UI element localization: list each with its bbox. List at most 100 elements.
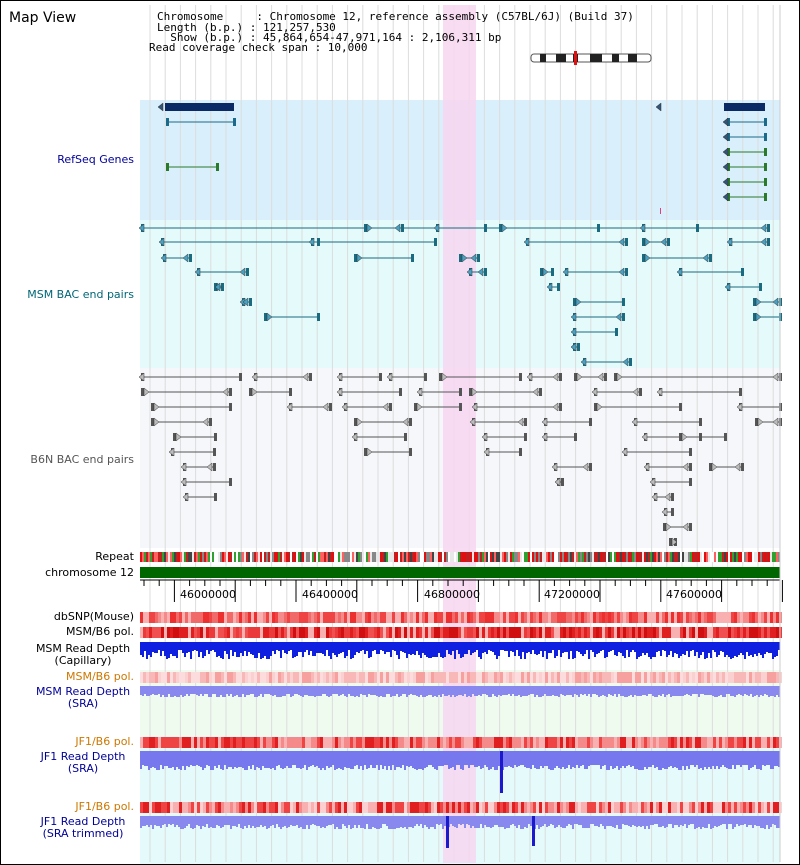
dbsnp-strip-cell bbox=[164, 612, 167, 623]
track-label-jf1-b6-pol-2[interactable]: JF1/B6 pol. bbox=[75, 800, 134, 813]
msm-capillary-depth-bar bbox=[420, 642, 422, 658]
repeat-segment bbox=[176, 552, 178, 562]
msm-sra-depth-bar bbox=[316, 686, 318, 696]
dbsnp-strip-cell bbox=[644, 612, 647, 623]
dbsnp-strip-cell bbox=[743, 612, 746, 623]
jf1-sra-depth-bar bbox=[582, 751, 584, 765]
msm-capillary-depth-bar bbox=[604, 642, 606, 658]
msm-sra-depth-bar bbox=[148, 686, 150, 696]
jf1-pol-strip-cell bbox=[518, 737, 521, 748]
msm-capillary-depth-bar bbox=[302, 642, 304, 657]
jf1-sra-depth-bar bbox=[632, 751, 634, 766]
jf1-trimmed-depth-bar bbox=[498, 816, 500, 827]
msm-sra-depth-bar bbox=[186, 686, 188, 694]
track-label-dbsnp[interactable]: dbSNP(Mouse) bbox=[53, 610, 134, 623]
msm-bac-end bbox=[639, 223, 646, 233]
jf1-trimmed-depth-bar bbox=[192, 816, 194, 829]
msm-pol-strip-cell bbox=[221, 627, 224, 638]
msm-capillary-depth-bar bbox=[778, 642, 780, 650]
refseq-transcript-end bbox=[727, 163, 730, 171]
b6n-bac-pair-end bbox=[669, 538, 672, 546]
msm-bac-end bbox=[214, 282, 221, 292]
msm-sra-depth-bar bbox=[540, 686, 542, 697]
dbsnp-strip-cell bbox=[641, 612, 644, 623]
repeat-segment bbox=[236, 552, 238, 562]
repeat-segment bbox=[456, 552, 458, 562]
track-label-b6n-bac[interactable]: B6N BAC end pairs bbox=[30, 453, 134, 466]
repeat-segment bbox=[264, 552, 266, 562]
msm-capillary-depth-bar bbox=[764, 642, 766, 654]
repeat-segment bbox=[744, 552, 746, 562]
jf1-trimmed-depth-bar bbox=[352, 816, 354, 828]
track-label-msm-depth-capillary[interactable]: MSM Read Depth (Capillary) bbox=[35, 642, 131, 667]
jf1-trimmed-depth-bar bbox=[746, 816, 748, 827]
jf1-trimmed-depth-bar bbox=[578, 816, 580, 825]
track-label-refseq[interactable]: RefSeq Genes bbox=[57, 153, 134, 166]
dbsnp-strip-cell bbox=[194, 612, 197, 623]
repeat-segment bbox=[680, 552, 682, 562]
jf1-pol-strip-cell bbox=[356, 737, 359, 748]
b6n-bac-pair-end bbox=[249, 388, 252, 396]
msm-bac-end bbox=[726, 237, 733, 247]
repeat-segment bbox=[486, 552, 488, 562]
track-label-msm-b6-pol-1[interactable]: MSM/B6 pol. bbox=[66, 625, 134, 638]
msm-pol2-strip-cell bbox=[410, 672, 413, 683]
msm-sra-depth-bar bbox=[438, 686, 440, 695]
msm-capillary-depth-bar bbox=[464, 642, 466, 654]
jf1-sra-depth-bar bbox=[760, 751, 762, 770]
jf1-sra-depth-bar bbox=[494, 751, 496, 770]
repeat-segment bbox=[766, 552, 768, 562]
jf1-trimmed-depth-bar bbox=[546, 816, 548, 827]
repeat-segment bbox=[254, 552, 256, 562]
msm-capillary-depth-bar bbox=[370, 642, 372, 657]
msm-pol-strip-cell bbox=[416, 627, 419, 638]
jf1-trimmed-depth-bar bbox=[346, 816, 348, 828]
msm-sra-depth-bar bbox=[530, 686, 532, 694]
dbsnp-strip-cell bbox=[632, 612, 635, 623]
jf1-sra-depth-bar bbox=[646, 751, 648, 769]
dbsnp-strip-cell bbox=[476, 612, 479, 623]
repeat-segment bbox=[764, 552, 766, 562]
jf1-sra-depth-bar bbox=[584, 751, 586, 769]
msm-pol2-strip-cell bbox=[677, 672, 680, 683]
track-label-msm-depth-sra[interactable]: MSM Read Depth (SRA) bbox=[35, 685, 131, 710]
dbsnp-strip-cell bbox=[701, 612, 704, 623]
jf1-pol-strip-cell bbox=[326, 737, 329, 748]
jf1-trimmed-depth-bar bbox=[278, 816, 280, 827]
repeat-segment bbox=[256, 552, 258, 562]
msm-capillary-depth-bar bbox=[494, 642, 496, 655]
jf1-sra-depth-bar bbox=[714, 751, 716, 769]
jf1-trimmed-depth-bar bbox=[734, 816, 736, 827]
track-label-msm-bac[interactable]: MSM BAC end pairs bbox=[27, 288, 134, 301]
msm-capillary-depth-bar bbox=[352, 642, 354, 658]
msm-pol-strip-cell bbox=[266, 627, 269, 638]
track-label-jf1-depth-sra[interactable]: JF1 Read Depth (SRA) bbox=[40, 750, 126, 775]
msm-pol2-strip-cell bbox=[596, 672, 599, 683]
msm-sra-depth-bar bbox=[406, 686, 408, 697]
msm-pol-strip-cell bbox=[356, 627, 359, 638]
jf1-pol-strip-cell bbox=[251, 737, 254, 748]
msm-pol-strip-cell bbox=[290, 627, 293, 638]
track-label-jf1-depth-trimmed[interactable]: JF1 Read Depth (SRA trimmed) bbox=[40, 815, 126, 840]
msm-sra-depth-bar bbox=[480, 686, 482, 696]
jf1-sra-depth-bar bbox=[674, 751, 676, 767]
jf1-trimmed-depth-bar bbox=[190, 816, 192, 828]
msm-pol-strip-cell bbox=[494, 627, 497, 638]
msm-pol-strip-cell bbox=[554, 627, 557, 638]
track-label-jf1-b6-pol-1[interactable]: JF1/B6 pol. bbox=[75, 735, 134, 748]
jf1-trimmed-depth-bar bbox=[668, 816, 670, 824]
track-label-msm-b6-pol-2[interactable]: MSM/B6 pol. bbox=[66, 670, 134, 683]
jf1-trimmed-depth-bar bbox=[736, 816, 738, 824]
jf1-pol-strip-cell bbox=[407, 737, 410, 748]
track-label-repeat[interactable]: Repeat bbox=[95, 550, 134, 563]
jf1-trimmed-depth-bar bbox=[316, 816, 318, 826]
repeat-segment bbox=[406, 552, 408, 562]
msm-capillary-depth-bar bbox=[416, 642, 418, 651]
dbsnp-strip-cell bbox=[485, 612, 488, 623]
jf1-pol2-strip-cell bbox=[428, 802, 431, 813]
ideogram-band bbox=[590, 54, 602, 62]
repeat-segment bbox=[588, 552, 590, 562]
msm-capillary-depth-bar bbox=[638, 642, 640, 657]
repeat-segment bbox=[312, 552, 314, 562]
jf1-pol-strip-cell bbox=[287, 737, 290, 748]
